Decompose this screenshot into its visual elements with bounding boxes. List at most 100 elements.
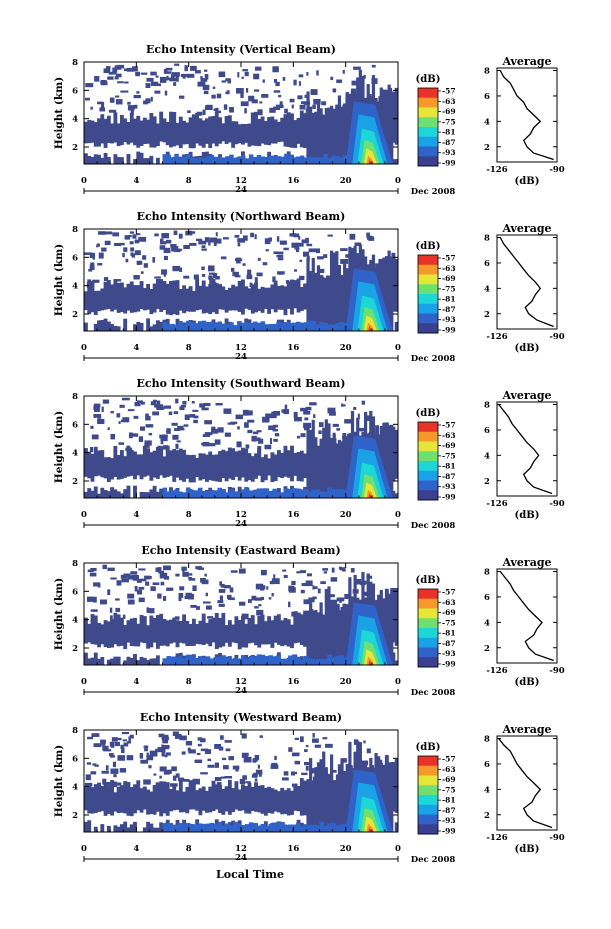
echo-cell <box>119 282 124 313</box>
x-tick-label: 16 <box>287 677 299 687</box>
echo-cell <box>182 822 187 832</box>
profile-y-tick-label: 6 <box>484 426 490 436</box>
echo-cell <box>106 825 111 832</box>
echo-cell <box>289 233 297 237</box>
echo-cell <box>142 158 147 164</box>
echo-cell <box>254 282 258 313</box>
echo-cell <box>353 92 357 95</box>
echo-cell <box>115 737 122 741</box>
echo-cell <box>163 248 167 253</box>
echo-cell <box>255 769 263 775</box>
echo-cell <box>213 490 219 498</box>
echo-cell <box>247 429 253 434</box>
echo-cell <box>394 87 398 145</box>
echo-cell <box>171 72 180 77</box>
echo-cell <box>214 613 219 650</box>
echo-cell <box>348 741 352 832</box>
echo-cell <box>163 69 168 73</box>
echo-cell <box>93 743 102 748</box>
echo-cell <box>330 577 338 582</box>
echo-cell <box>204 73 209 80</box>
echo-cell <box>251 595 257 601</box>
echo-cell <box>204 237 210 243</box>
echo-cell <box>225 748 231 752</box>
echo-cell <box>288 322 293 331</box>
echo-cell <box>108 109 117 113</box>
echo-cell <box>193 158 199 164</box>
echo-cell <box>138 586 145 590</box>
colorbar-tick-label: -69 <box>442 441 456 450</box>
echo-cell <box>190 65 197 71</box>
echo-cell <box>214 762 219 768</box>
echo-cell <box>100 785 105 812</box>
echo-cell <box>258 604 262 607</box>
echo-cell <box>251 112 255 119</box>
echo-cell <box>87 155 92 164</box>
echo-cell <box>86 596 95 602</box>
echo-cell <box>257 288 262 311</box>
x-tick-label: 20 <box>340 510 352 520</box>
echo-cell <box>277 257 284 261</box>
echo-cell <box>126 122 131 145</box>
echo-cell <box>165 283 170 315</box>
echo-cell <box>221 825 226 832</box>
echo-cell <box>293 785 298 811</box>
echo-cell <box>200 738 206 743</box>
echo-cell <box>187 73 195 78</box>
echo-cell <box>202 109 206 116</box>
echo-cell <box>314 111 318 164</box>
echo-cell <box>299 570 307 574</box>
echo-cell <box>185 288 190 312</box>
profile-y-tick-label: 4 <box>484 451 490 461</box>
echo-cell <box>97 118 101 147</box>
echo-cell <box>201 823 207 832</box>
echo-cell <box>182 449 186 482</box>
echo-cell <box>171 422 178 426</box>
echo-cell <box>331 567 335 573</box>
echo-cell <box>207 764 215 768</box>
echo-cell <box>172 617 177 643</box>
colorbar-tick-label: -75 <box>442 284 456 293</box>
colorbar-tick-label: -87 <box>442 806 456 815</box>
profile-frame <box>496 234 558 330</box>
echo-cell <box>221 157 226 164</box>
profile-frame <box>496 735 558 831</box>
echo-cell <box>247 123 252 147</box>
echo-cell <box>159 76 167 83</box>
echo-cell <box>305 406 312 411</box>
echo-cell <box>252 822 258 832</box>
echo-cell <box>226 594 232 600</box>
echo-cell <box>330 769 337 773</box>
echo-cell <box>90 490 95 498</box>
echo-cell <box>317 256 324 260</box>
echo-cell <box>225 156 230 164</box>
echo-cell <box>257 764 260 769</box>
echo-cell <box>159 321 164 331</box>
echo-cell <box>387 780 391 832</box>
colorbar-swatch <box>418 470 438 481</box>
echo-cell <box>278 251 284 255</box>
echo-cell <box>214 784 219 810</box>
echo-cell <box>182 571 189 577</box>
echo-cell <box>280 323 285 331</box>
echo-cell <box>149 750 158 757</box>
panel-4: Echo Intensity (Eastward Beam)2468Height… <box>53 544 565 698</box>
echo-cell <box>268 655 273 665</box>
echo-cell <box>208 786 213 813</box>
echo-cell <box>103 318 108 331</box>
echo-cell <box>170 244 177 248</box>
echo-cell <box>165 752 171 756</box>
echo-cell <box>276 321 281 331</box>
echo-cell <box>101 247 107 252</box>
echo-cell <box>263 787 268 816</box>
echo-cell <box>230 421 238 424</box>
echo-cell <box>303 410 311 415</box>
x-tick-label: 12 <box>235 343 247 353</box>
echo-cell <box>257 257 261 261</box>
echo-cell <box>130 108 134 115</box>
date-marker: 24 <box>235 185 247 195</box>
echo-cell <box>237 789 242 811</box>
echo-cell <box>257 445 262 476</box>
echo-cell <box>259 585 266 590</box>
echo-cell <box>111 737 118 742</box>
